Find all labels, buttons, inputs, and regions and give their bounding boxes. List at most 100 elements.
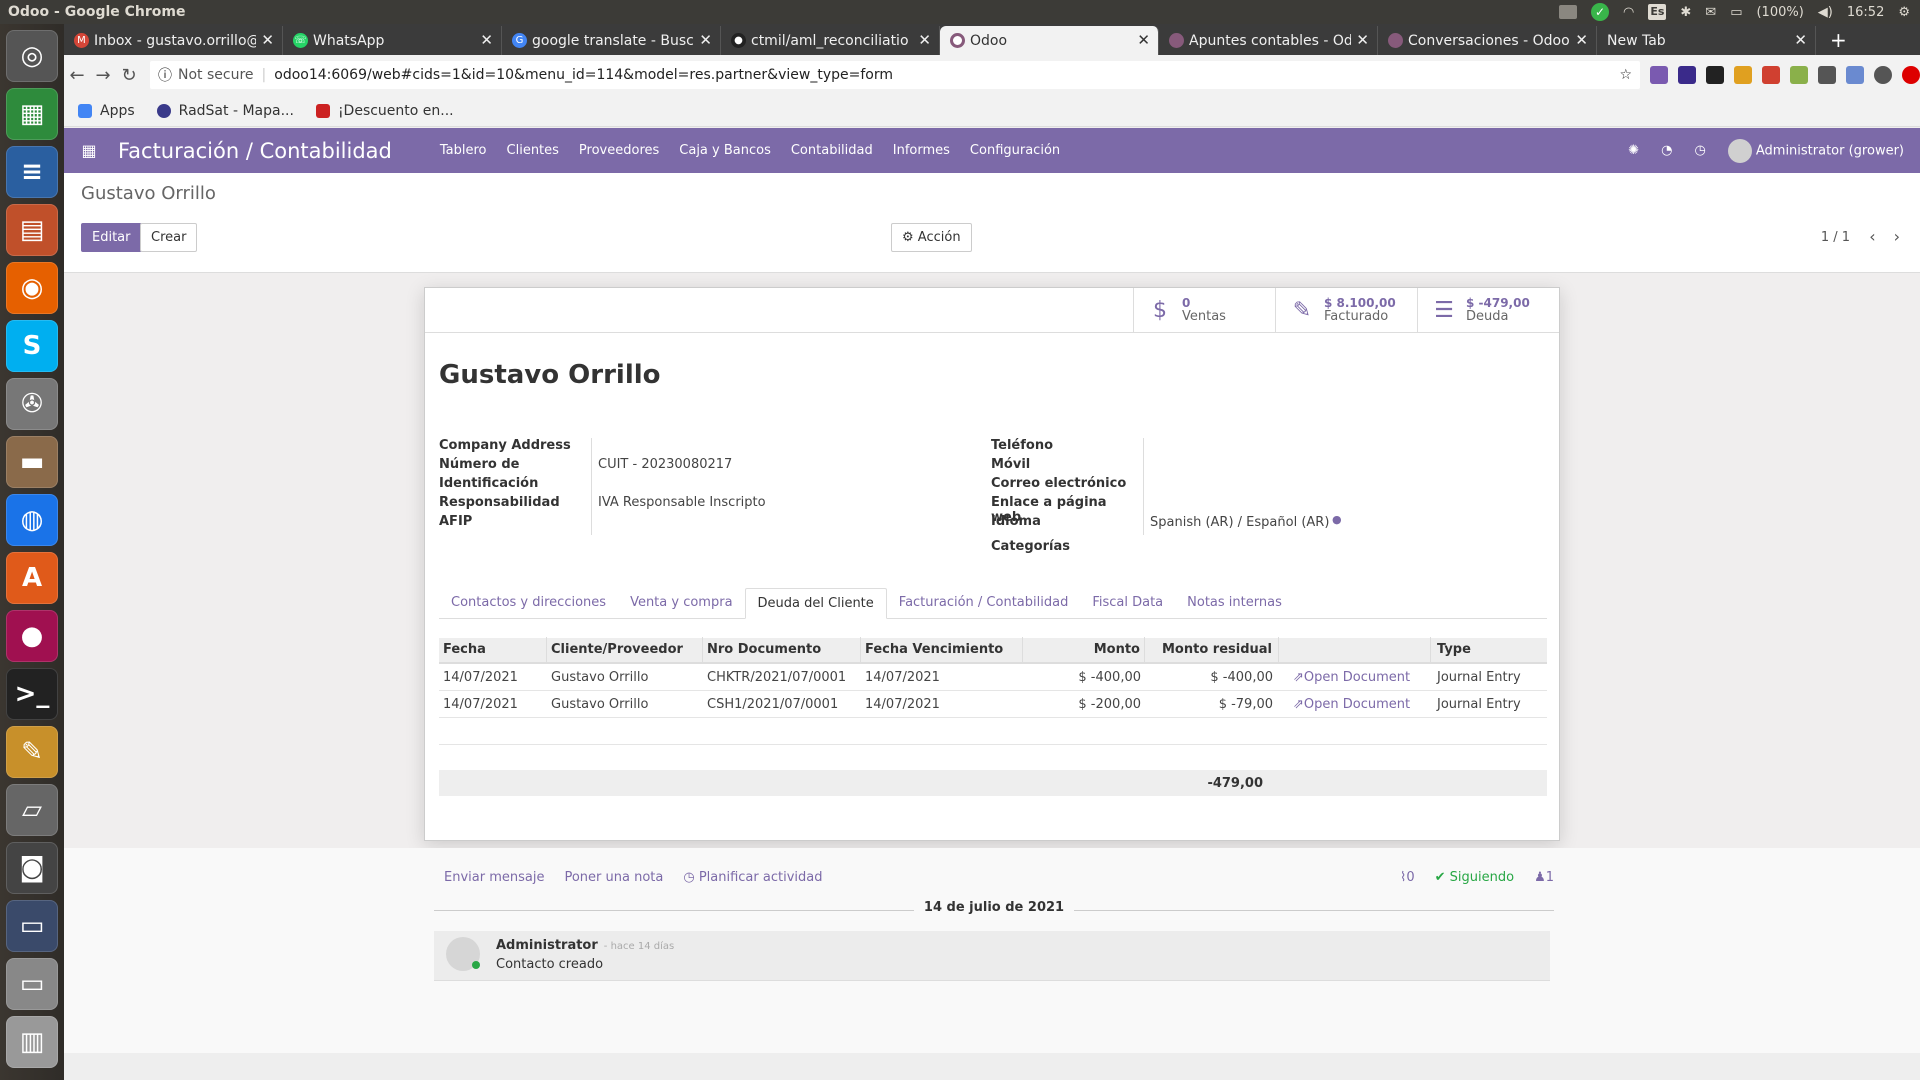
chat-icon[interactable]: ◔ [1661, 143, 1673, 158]
address-bar[interactable]: ⓘ Not secure | odoo14:6069/web#cids=1&id… [150, 61, 1640, 89]
ball-icon[interactable]: ● [6, 610, 58, 662]
camera-icon[interactable]: ◙ [6, 842, 58, 894]
clock-icon[interactable]: ◷ [1694, 143, 1706, 158]
dash-icon[interactable]: ◎ [6, 30, 58, 82]
app-title[interactable]: Facturación / Contabilidad [118, 138, 392, 163]
table-row[interactable]: 14/07/2021 Gustavo Orrillo CSH1/2021/07/… [439, 691, 1547, 718]
mail-icon[interactable]: ✉ [1705, 4, 1717, 20]
column-header[interactable]: Cliente/Proveedor [547, 637, 703, 663]
workspace-icon[interactable]: ▭ [6, 900, 58, 952]
extension-icon[interactable] [1762, 66, 1780, 84]
tab-fiscal-data[interactable]: Fiscal Data [1092, 595, 1164, 610]
user-menu[interactable]: Administrator (grower) [1727, 138, 1904, 163]
column-header[interactable]: Nro Documento [703, 637, 861, 663]
battery-icon[interactable]: ▭ [1730, 4, 1743, 20]
drive-icon[interactable]: ▭ [6, 958, 58, 1010]
bug-icon[interactable]: ✺ [1628, 143, 1640, 158]
bookmark-apps[interactable]: Apps [78, 103, 135, 119]
chevron-right-icon[interactable]: › [1893, 227, 1900, 246]
menu-icon[interactable] [1902, 66, 1920, 84]
close-icon[interactable]: ✕ [1794, 31, 1807, 49]
forward-icon[interactable]: → [95, 64, 111, 86]
extension-icon[interactable] [1650, 66, 1668, 84]
browser-tab[interactable]: ☏ WhatsApp ✕ [283, 26, 502, 55]
bluetooth-icon[interactable]: ✱ [1680, 4, 1692, 20]
star-icon[interactable]: ☆ [1619, 67, 1632, 83]
action-button[interactable]: ⚙ Acción [891, 223, 972, 252]
check-icon[interactable]: ✓ [1591, 3, 1610, 21]
close-icon[interactable]: ✕ [1137, 31, 1150, 49]
firefox-icon[interactable]: ◉ [6, 262, 58, 314]
globe-icon[interactable]: ● [1332, 513, 1342, 526]
bookmark-descuento[interactable]: ¡Descuento en... [315, 103, 454, 119]
close-icon[interactable]: ✕ [918, 31, 931, 49]
extension-icon[interactable] [1678, 66, 1696, 84]
edit-button[interactable]: Editar [81, 223, 142, 252]
scanner-icon[interactable]: ▱ [6, 784, 58, 836]
reload-icon[interactable]: ↻ [121, 64, 137, 86]
impress-icon[interactable]: ▤ [6, 204, 58, 256]
tab-deuda-cliente[interactable]: Deuda del Cliente [744, 588, 887, 619]
keyboard-layout-indicator[interactable]: Es [1648, 4, 1667, 20]
stat-button-deuda[interactable]: ☰ $ -479,00 Deuda [1417, 288, 1559, 332]
create-button[interactable]: Crear [140, 223, 198, 252]
close-icon[interactable]: ✕ [1575, 31, 1588, 49]
attachment-button[interactable]: ⌇0 [1399, 870, 1415, 885]
browser-tab[interactable]: G google translate - Busca ✕ [502, 26, 721, 55]
back-icon[interactable]: ← [69, 64, 85, 86]
gear-icon[interactable]: ⚙ [1898, 4, 1910, 20]
pager-value[interactable]: 1 / 1 [1820, 230, 1850, 245]
text-editor-icon[interactable]: ✎ [6, 726, 58, 778]
chrome-icon[interactable]: ◍ [6, 494, 58, 546]
tab-notas-internas[interactable]: Notas internas [1187, 595, 1282, 610]
wifi-icon[interactable]: ◠ [1623, 4, 1635, 20]
following-button[interactable]: ✔ Siguiendo [1434, 870, 1515, 885]
browser-tab[interactable]: Apuntes contables - Od ✕ [1159, 26, 1378, 55]
menu-item-configuracion[interactable]: Configuración [969, 143, 1061, 158]
url-text[interactable]: odoo14:6069/web#cids=1&id=10&menu_id=114… [274, 67, 893, 83]
volume-icon[interactable]: ◀) [1817, 4, 1833, 20]
terminal-icon[interactable]: >_ [6, 668, 58, 720]
schedule-activity-button[interactable]: ◷ Planificar actividad [683, 870, 823, 885]
close-icon[interactable]: ✕ [480, 31, 493, 49]
menu-item-tablero[interactable]: Tablero [439, 143, 487, 158]
close-icon[interactable]: ✕ [261, 31, 274, 49]
skype-icon[interactable]: S [6, 320, 58, 372]
browser-tab[interactable]: ● ctmil/aml_reconciliatio ✕ [721, 26, 940, 55]
extension-icon[interactable] [1846, 66, 1864, 84]
files-icon[interactable]: ▬ [6, 436, 58, 488]
extension-icon[interactable] [1706, 66, 1724, 84]
bookmark-radsat[interactable]: RadSat - Mapa... [156, 103, 294, 119]
new-tab-button[interactable]: + [1830, 28, 1847, 52]
open-document-link[interactable]: ⇗Open Document [1293, 696, 1411, 712]
extension-icon[interactable] [1734, 66, 1752, 84]
log-note-button[interactable]: Poner una nota [564, 870, 664, 885]
settings-icon[interactable]: ✇ [6, 378, 58, 430]
extension-icon[interactable] [1790, 66, 1808, 84]
avatar[interactable] [446, 937, 480, 971]
send-message-button[interactable]: Enviar mensaje [444, 870, 545, 885]
column-header[interactable]: Fecha [439, 637, 547, 663]
browser-tab[interactable]: New Tab ✕ [1597, 26, 1816, 55]
browser-tab[interactable]: M Inbox - gustavo.orrillo@ ✕ [64, 26, 283, 55]
software-center-icon[interactable]: A [6, 552, 58, 604]
close-icon[interactable]: ✕ [699, 31, 712, 49]
spreadsheet-icon[interactable]: ▦ [6, 88, 58, 140]
menu-item-informes[interactable]: Informes [892, 143, 950, 158]
open-document-link[interactable]: ⇗Open Document [1293, 669, 1411, 685]
tab-venta-compra[interactable]: Venta y compra [630, 595, 733, 610]
screen-icon[interactable] [1559, 5, 1578, 19]
table-row[interactable]: 14/07/2021 Gustavo Orrillo CHKTR/2021/07… [439, 664, 1547, 691]
close-icon[interactable]: ✕ [1356, 31, 1369, 49]
menu-item-clientes[interactable]: Clientes [506, 143, 559, 158]
menu-item-caja-bancos[interactable]: Caja y Bancos [679, 143, 771, 158]
trash-icon[interactable]: ▥ [6, 1016, 58, 1068]
tab-facturacion[interactable]: Facturación / Contabilidad [898, 595, 1069, 610]
clock[interactable]: 16:52 [1846, 4, 1885, 20]
extension-icon[interactable] [1818, 66, 1836, 84]
column-header[interactable]: Monto residual [1145, 637, 1279, 663]
browser-tab[interactable]: Conversaciones - Odoo ✕ [1378, 26, 1597, 55]
profile-icon[interactable] [1874, 66, 1892, 84]
column-header[interactable]: Type [1437, 642, 1471, 657]
followers-button[interactable]: ♟1 [1534, 870, 1554, 885]
